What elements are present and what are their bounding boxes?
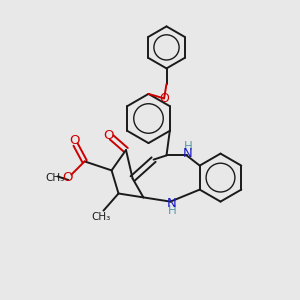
Text: O: O bbox=[69, 134, 80, 148]
Text: H: H bbox=[167, 203, 176, 217]
Text: N: N bbox=[167, 196, 177, 210]
Text: O: O bbox=[159, 92, 169, 105]
Text: CH₃: CH₃ bbox=[91, 212, 110, 222]
Text: H: H bbox=[184, 140, 193, 154]
Text: O: O bbox=[103, 129, 114, 142]
Text: O: O bbox=[62, 171, 73, 184]
Text: N: N bbox=[183, 147, 193, 161]
Text: CH₃: CH₃ bbox=[45, 172, 64, 183]
